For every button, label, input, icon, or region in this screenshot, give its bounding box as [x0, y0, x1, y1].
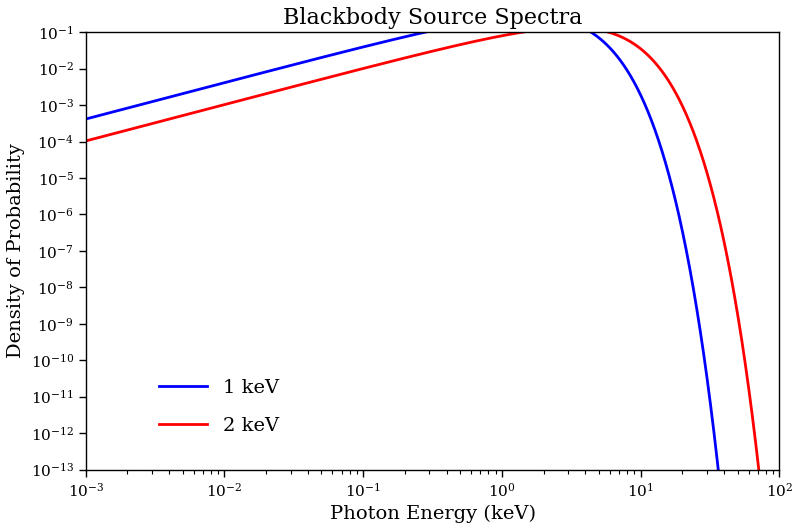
1 keV	[686, 273, 696, 280]
2 keV	[567, 24, 577, 31]
2 keV	[201, 106, 210, 112]
2 keV	[686, 123, 696, 130]
Title: Blackbody Source Spectra: Blackbody Source Spectra	[283, 7, 582, 29]
Line: 2 keV: 2 keV	[86, 28, 779, 530]
1 keV	[160, 95, 170, 101]
2 keV	[160, 117, 170, 123]
Line: 1 keV: 1 keV	[86, 16, 779, 530]
1 keV	[377, 39, 386, 46]
Legend: 1 keV, 2 keV: 1 keV, 2 keV	[151, 372, 286, 443]
1 keV	[81, 116, 90, 122]
1 keV	[526, 13, 535, 20]
2 keV	[377, 60, 386, 67]
2 keV	[347, 68, 357, 75]
1 keV	[201, 84, 210, 91]
Y-axis label: Density of Probability: Density of Probability	[7, 144, 25, 358]
X-axis label: Photon Energy (keV): Photon Energy (keV)	[330, 505, 535, 523]
1 keV	[347, 47, 357, 53]
2 keV	[81, 138, 90, 144]
